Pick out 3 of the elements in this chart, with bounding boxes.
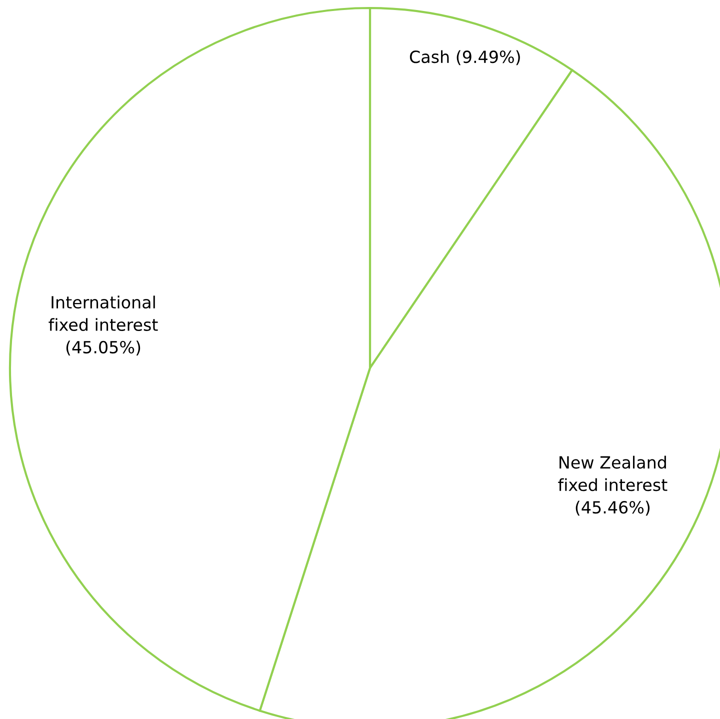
slice-label: International fixed interest (45.05%) (48, 296, 158, 356)
slice-label: New Zealand fixed interest (45.46%) (558, 456, 668, 516)
slice-label: Cash (9.49%) (410, 50, 520, 66)
